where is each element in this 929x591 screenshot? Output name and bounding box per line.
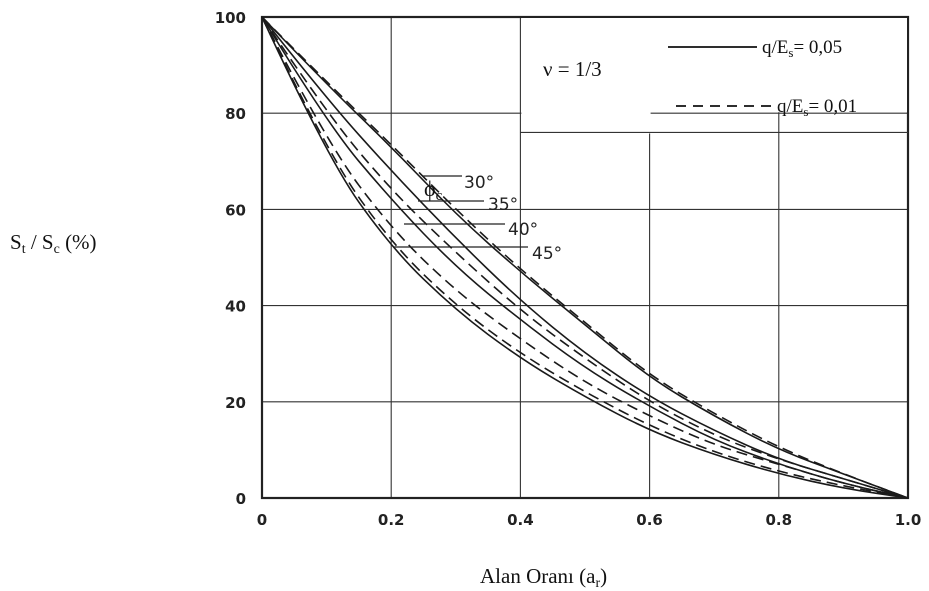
- plot-border: [260, 15, 910, 500]
- series-line-45-solid: [261, 16, 909, 499]
- nu-annotation: ν = 1/3: [543, 57, 602, 81]
- legend-dashed-label-post: = 0,01: [808, 96, 857, 117]
- y-axis-label: St / Sc (%): [10, 230, 97, 257]
- phi-symbol: ϕ: [424, 176, 436, 201]
- series-line-30-solid: [261, 16, 909, 499]
- curve-label-40: 40°: [508, 220, 538, 240]
- y-tick-label-4: 80: [225, 105, 246, 123]
- x-tick-label-1: 0.2: [378, 511, 405, 529]
- legend-region-nu: [521, 18, 651, 134]
- curve-label-35: 35°: [488, 195, 518, 215]
- y-tick-label-5: 100: [215, 9, 246, 27]
- y-tick-label-1: 20: [225, 394, 246, 412]
- x-axis-label-end: ): [600, 564, 607, 588]
- legend-region-upper: [650, 18, 907, 113]
- curve-labels-group: 30°35° 40° 45° ϕc: [393, 173, 562, 264]
- phi-c-symbol: ϕc: [424, 176, 443, 204]
- x-tick-label-0: 0: [257, 511, 267, 529]
- series-line-40-dashed: [261, 16, 909, 499]
- legend-dashed-label-pre: q/E: [777, 96, 803, 117]
- legend-solid-label-post: = 0,05: [793, 37, 842, 58]
- curve-label-45: 45°: [532, 244, 562, 264]
- y-tick-label-3: 60: [225, 201, 246, 219]
- curve-label-30: 30°: [464, 173, 494, 193]
- series-line-30-dashed: [261, 16, 909, 499]
- legend-dashed-label: q/Es= 0,01: [777, 96, 857, 119]
- series-line-35-dashed: [261, 16, 909, 499]
- y-axis-label-sub1: t: [22, 242, 26, 257]
- y-tick-label-2: 40: [225, 298, 246, 316]
- x-axis-label-sub: r: [595, 576, 600, 591]
- y-axis-label-mid: / S: [26, 230, 54, 254]
- series-line-45-dashed: [261, 16, 909, 499]
- legend-solid-label-pre: q/E: [762, 37, 788, 58]
- legend: q/Es= 0,05 q/Es= 0,01: [668, 37, 857, 119]
- y-tick-labels: 0 20 40 60 80 100: [215, 9, 246, 508]
- y-axis-label-end: (%): [60, 230, 97, 254]
- x-axis-label: Alan Oranı (ar): [480, 564, 607, 591]
- y-axis-label-sub2: c: [54, 242, 60, 257]
- legend-region: [520, 18, 908, 134]
- x-axis-label-main: Alan Oranı (a: [480, 564, 596, 588]
- series-group: [261, 16, 909, 499]
- legend-solid-label: q/Es= 0,05: [762, 37, 842, 60]
- plot-frame: [260, 15, 910, 500]
- legend-solid-label-sub: s: [788, 45, 793, 60]
- x-tick-label-4: 0.8: [766, 511, 793, 529]
- x-tick-labels: 0 0.2 0.4 0.6 0.8 1.0: [257, 511, 922, 529]
- phi-subscript: c: [436, 188, 443, 204]
- x-tick-label-3: 0.6: [636, 511, 663, 529]
- y-tick-label-0: 0: [236, 490, 246, 508]
- x-tick-label-2: 0.4: [507, 511, 534, 529]
- y-axis-label-s1: S: [10, 230, 22, 254]
- legend-dashed-label-sub: s: [803, 104, 808, 119]
- x-tick-label-5: 1.0: [895, 511, 922, 529]
